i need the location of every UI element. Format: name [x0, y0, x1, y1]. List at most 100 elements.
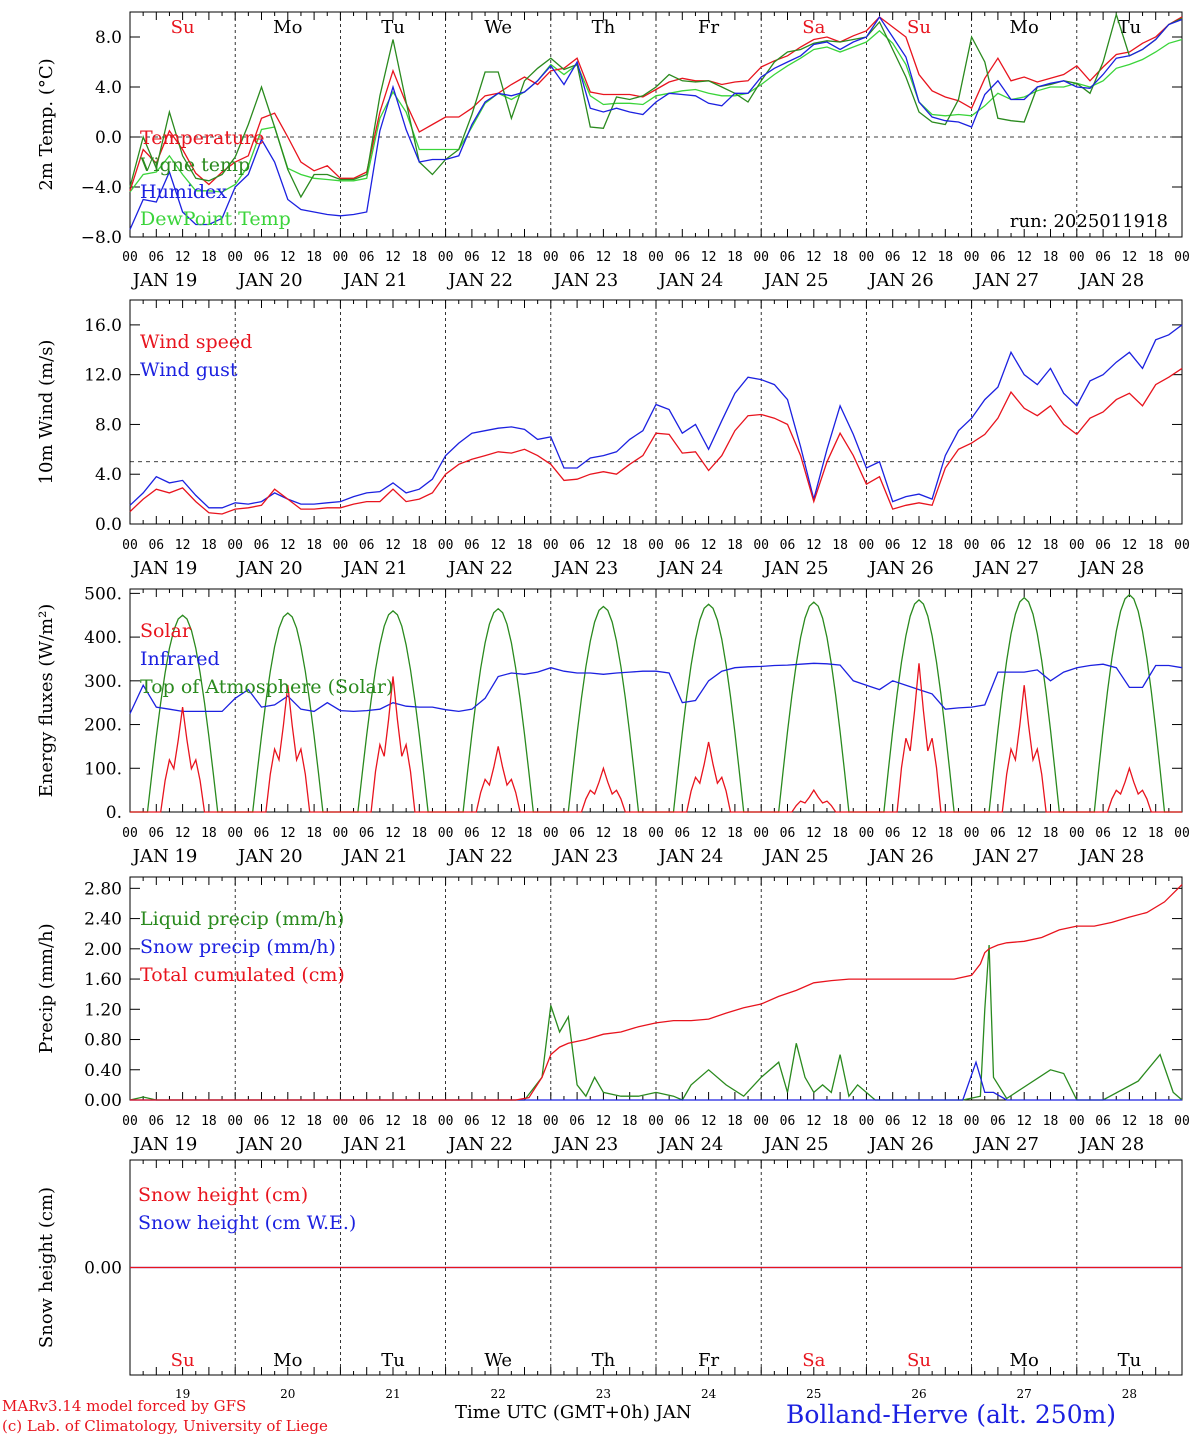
hour-tick-label: 12 [701, 538, 717, 553]
hour-tick-label: 12 [1016, 538, 1032, 553]
day-number: 19 [175, 1387, 190, 1401]
hour-tick-label: 00 [859, 1114, 875, 1129]
y-tick-label: 12.0 [84, 366, 122, 386]
hour-tick-label: 06 [359, 826, 375, 841]
hour-tick-label: 00 [1174, 1114, 1190, 1129]
hour-tick-label: 06 [569, 250, 585, 265]
hour-tick-label: 12 [175, 250, 191, 265]
hour-tick-label: 18 [517, 538, 533, 553]
panel-5: 0.00 Snow height (cm) Su 19 Mo 20 Tu 21 We 22 Th 23… [36, 1159, 1183, 1401]
date-label: JAN 25 [762, 558, 829, 579]
day-number: 27 [1017, 1387, 1032, 1401]
hour-tick-label: 18 [1043, 1114, 1059, 1129]
date-label: JAN 20 [236, 558, 303, 579]
y-tick-label: 500. [84, 584, 122, 604]
date-label: JAN 19 [131, 846, 198, 867]
hour-tick-label: 00 [753, 1114, 769, 1129]
date-label: JAN 24 [657, 270, 724, 291]
hour-tick-label: 06 [569, 826, 585, 841]
hour-tick-label: 18 [411, 1114, 427, 1129]
y-tick-label: 8.0 [95, 415, 122, 435]
y-axis-label: Snow height (cm) [36, 1187, 57, 1348]
hour-tick-label: 00 [859, 538, 875, 553]
hour-tick-label: 06 [359, 1114, 375, 1129]
hour-tick-label: 06 [148, 826, 164, 841]
panel-3: 0. 100. 200. 300. 400. 500. Energy fluxes (W/m… [36, 584, 1183, 823]
hour-tick-label: 06 [885, 538, 901, 553]
hour-tick-label: 12 [175, 538, 191, 553]
hour-tick-label: 00 [333, 826, 349, 841]
hour-tick-label: 06 [674, 1114, 690, 1129]
y-tick-label: 16.0 [84, 316, 122, 336]
date-label: JAN 26 [867, 270, 934, 291]
y-tick-label: 1.20 [84, 1000, 122, 1020]
footer-model-line: MARv3.14 model forced by GFS [2, 1397, 247, 1415]
hour-tick-label: 12 [1122, 1114, 1138, 1129]
y-tick-label: 8.0 [95, 28, 122, 48]
hour-tick-label: 00 [1069, 1114, 1085, 1129]
hour-tick-label: 00 [227, 538, 243, 553]
hour-tick-label: 12 [385, 826, 401, 841]
hour-tick-label: 00 [648, 1114, 664, 1129]
hour-tick-label: 06 [990, 826, 1006, 841]
hour-tick-label: 06 [464, 826, 480, 841]
hour-tick-label: 00 [438, 250, 454, 265]
date-label: JAN 28 [1078, 270, 1145, 291]
series-line-solar [130, 663, 1182, 813]
series-line-wind-gust [129, 324, 1183, 509]
date-label: JAN 23 [552, 270, 619, 291]
hour-tick-label: 06 [148, 1114, 164, 1129]
hour-tick-label: 18 [517, 826, 533, 841]
hour-tick-label: 12 [175, 826, 191, 841]
panel-1: −8.0 −4.0 0.0 4.0 8.0 2m Temp. (°C) Su Mo Tu We Th… [36, 11, 1183, 248]
hour-tick-label: 00 [648, 538, 664, 553]
legend-entry: DewPoint Temp [140, 208, 291, 230]
hour-tick-label: 12 [911, 250, 927, 265]
y-tick-label: 200. [84, 716, 122, 736]
hour-tick-label: 12 [280, 250, 296, 265]
hour-tick-label: 00 [964, 250, 980, 265]
date-label: JAN 25 [762, 846, 829, 867]
hour-tick-label: 06 [990, 250, 1006, 265]
hour-tick-label: 12 [175, 1114, 191, 1129]
date-label: JAN 24 [657, 1134, 724, 1155]
day-name: Su [907, 1350, 931, 1371]
hour-tick-label: 00 [1069, 538, 1085, 553]
hour-tick-label: 12 [911, 826, 927, 841]
hour-tick-label: 12 [701, 826, 717, 841]
hour-tick-label: 12 [911, 538, 927, 553]
day-name: Th [592, 17, 616, 38]
legend: Solar Infrared Top of Atmosphere (Solar) [140, 620, 393, 698]
date-label: JAN 19 [131, 270, 198, 291]
legend-entry: Total cumulated (cm) [140, 964, 345, 986]
hour-tick-label: 18 [306, 538, 322, 553]
y-tick-label: −4.0 [81, 178, 122, 198]
y-tick-label: 4.0 [95, 465, 122, 485]
legend-entry: Temperature [140, 127, 264, 149]
y-tick-label: 0.00 [84, 1259, 122, 1279]
hour-tick-label: 18 [411, 250, 427, 265]
y-tick-label: 0.00 [84, 1091, 122, 1111]
legend-entry: Infrared [140, 648, 220, 670]
y-tick-label: 0.0 [95, 515, 122, 535]
day-number: 26 [911, 1387, 926, 1401]
series-line-wind-speed [129, 367, 1183, 515]
day-name: Tu [381, 17, 405, 38]
y-tick-label: 400. [84, 628, 122, 648]
hour-tick-label: 06 [780, 826, 796, 841]
hour-tick-label: 12 [596, 1114, 612, 1129]
hour-tick-label: 12 [280, 1114, 296, 1129]
hour-tick-label: 00 [227, 826, 243, 841]
y-tick-label: 0.40 [84, 1061, 122, 1081]
date-label: JAN 22 [446, 558, 513, 579]
hour-tick-label: 12 [280, 538, 296, 553]
hour-tick-label: 18 [727, 538, 743, 553]
hour-tick-label: 06 [780, 250, 796, 265]
legend-entry: Wind speed [140, 331, 252, 353]
hour-tick-label: 00 [333, 250, 349, 265]
date-label: JAN 27 [972, 846, 1039, 867]
day-name: Su [907, 17, 931, 38]
